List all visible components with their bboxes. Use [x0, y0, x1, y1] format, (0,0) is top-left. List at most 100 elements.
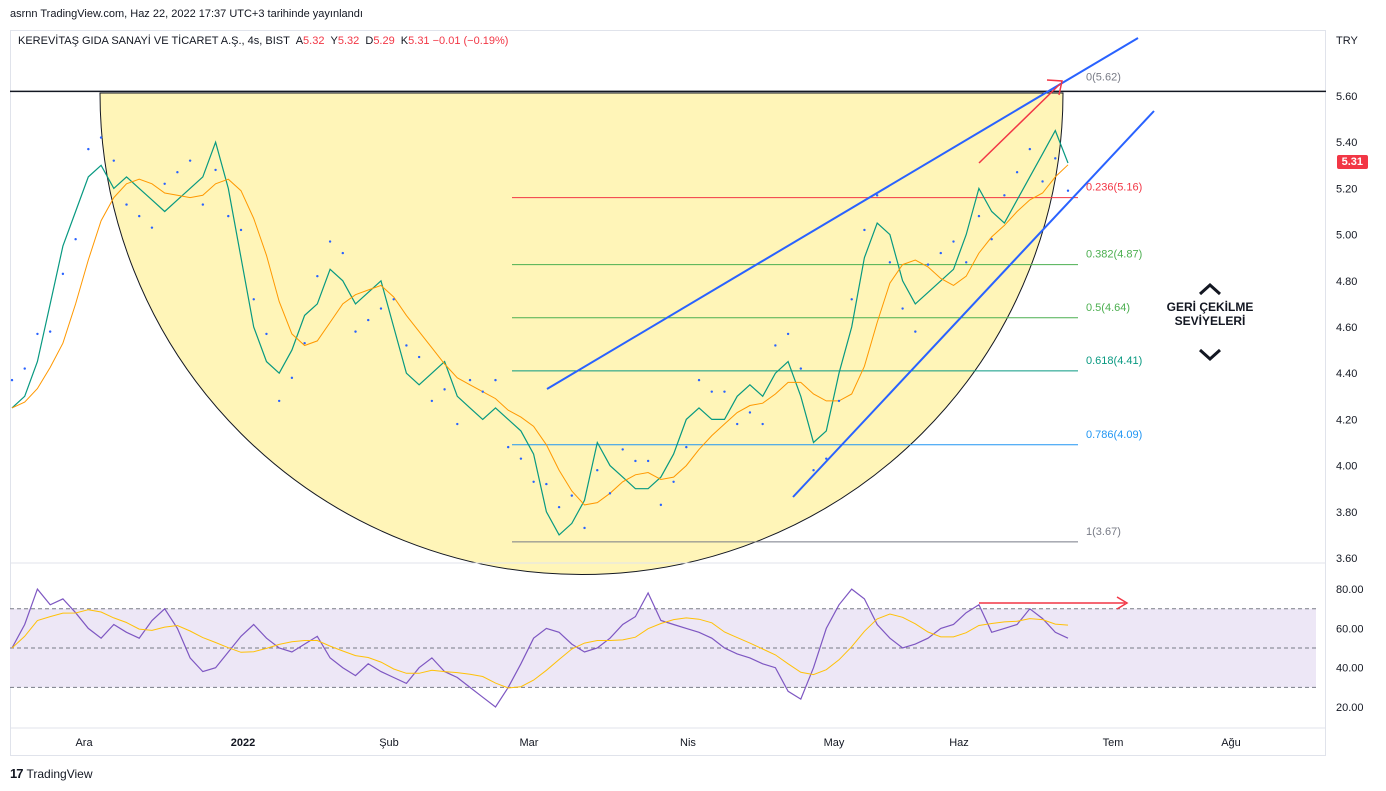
price-axis-tick: 5.60 [1336, 91, 1357, 103]
publisher-line: asrnn TradingView.com, Haz 22, 2022 17:3… [10, 8, 363, 20]
sar-dot [468, 378, 472, 382]
sar-dot [48, 330, 52, 333]
time-axis-label: Haz [949, 737, 969, 749]
sar-dot [290, 376, 294, 380]
sar-dot [328, 240, 332, 243]
sar-dot [901, 307, 904, 310]
sar-dot [697, 378, 701, 382]
sar-dot [608, 492, 612, 495]
sar-dot [138, 214, 141, 218]
sar-dot [367, 318, 370, 322]
fib-level-label: 0.382(4.87) [1086, 249, 1142, 261]
time-axis-label: Ağu [1221, 737, 1241, 749]
sar-dot [125, 203, 128, 206]
sar-dot [456, 422, 459, 426]
close-value: 5.31 [408, 35, 430, 47]
sar-dot [316, 274, 319, 278]
sar-dot [532, 480, 535, 483]
sar-dot [417, 355, 421, 359]
moving-average-line [11, 164, 1069, 506]
time-axis-label: Şub [379, 737, 399, 749]
price-axis-tick: 4.00 [1336, 461, 1357, 473]
note-line2: SEVİYELERİ [1174, 314, 1246, 328]
breakout-arrow [978, 83, 1061, 164]
currency-label: TRY [1336, 35, 1358, 47]
tradingview-mark-icon: 17 [10, 766, 24, 781]
sar-dot [799, 367, 803, 370]
sar-dot [1028, 147, 1032, 151]
open-label: A [295, 35, 304, 47]
sar-dot [341, 251, 344, 255]
price-axis-tick: 4.80 [1336, 276, 1357, 288]
last-price-tag: 5.31 [1336, 155, 1368, 169]
sar-dot [723, 390, 726, 393]
sar-dot [506, 445, 510, 449]
sar-dot [990, 238, 993, 241]
low-label: D [365, 35, 374, 47]
chevron-up-icon [1198, 282, 1222, 296]
sar-dot [481, 390, 484, 393]
tradingview-logo-text: TradingView [26, 766, 93, 781]
sar-dot [646, 459, 650, 463]
sar-dot [685, 445, 688, 449]
price-axis-tick: 3.80 [1336, 507, 1357, 519]
tradingview-logo[interactable]: 17 TradingView [10, 766, 93, 781]
time-axis-label: May [824, 737, 845, 749]
sar-dot [99, 136, 103, 139]
sar-dot [430, 399, 434, 403]
sar-dot [494, 378, 497, 382]
price-axis-tick: 5.00 [1336, 230, 1357, 242]
sar-dot [812, 469, 815, 472]
sar-dot [774, 344, 777, 347]
note-line1: GERİ ÇEKİLME [1166, 300, 1254, 314]
sar-dot [519, 457, 523, 460]
sar-dot [150, 226, 154, 229]
fib-level-label: 0.5(4.64) [1086, 302, 1130, 314]
sar-dot [634, 459, 637, 463]
sar-dot [392, 298, 395, 301]
price-line [11, 129, 1069, 536]
price-axis-tick: 3.60 [1336, 553, 1357, 565]
sar-dot [188, 159, 192, 162]
sar-dot [23, 367, 26, 370]
sar-dot [214, 168, 217, 172]
time-axis-label: Tem [1103, 737, 1124, 749]
sar-dot [36, 332, 39, 336]
sar-dot [1003, 194, 1006, 197]
sar-dot [239, 228, 243, 232]
retracement-note: GERİ ÇEKİLME SEVİYELERİ [1150, 281, 1270, 369]
sar-dot [557, 505, 561, 509]
high-value: 5.32 [337, 35, 360, 47]
sar-dot [965, 261, 968, 264]
time-axis-label: Mar [520, 737, 539, 749]
sar-dot [761, 422, 764, 426]
sar-dot [176, 171, 179, 174]
sar-dot [74, 238, 77, 241]
sar-dot [163, 182, 166, 185]
low-value: 5.29 [373, 35, 395, 47]
sar-dot [914, 330, 917, 333]
change-value: −0.01 (−0.19%) [432, 35, 509, 47]
sar-dot [303, 341, 306, 345]
rsi-divergence-arrow-head [1116, 596, 1129, 610]
fib-level-label: 1(3.67) [1086, 526, 1121, 538]
sar-dot [837, 399, 841, 403]
sar-dot [863, 228, 866, 232]
lower-trendline [792, 110, 1155, 498]
sar-dot [227, 214, 230, 218]
sar-dot [710, 390, 713, 393]
symbol-name: KEREVİTAŞ GIDA SANAYİ VE TİCARET A.Ş., 4… [18, 35, 290, 47]
time-axis-label: Nis [680, 737, 696, 749]
rsi-axis-tick: 40.00 [1336, 663, 1364, 675]
open-value: 5.32 [303, 35, 325, 47]
chart-frame [10, 30, 1326, 756]
fib-level-label: 0(5.62) [1086, 71, 1121, 83]
rsi-line [11, 587, 1069, 708]
time-axis-label: 2022 [231, 737, 255, 749]
sar-dot [596, 469, 599, 472]
sar-dot [748, 411, 752, 414]
sar-dot [850, 298, 853, 301]
sar-dot [1054, 157, 1057, 160]
rsi-axis-tick: 20.00 [1336, 702, 1364, 714]
